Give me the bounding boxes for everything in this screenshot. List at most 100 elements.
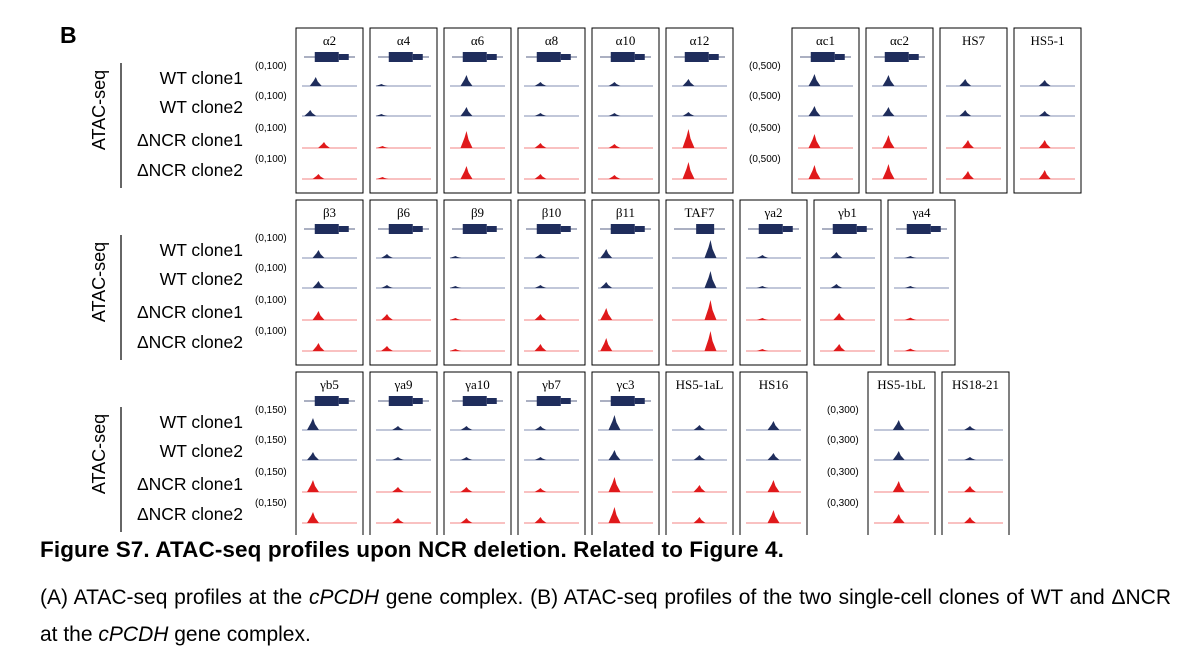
signal-peak: [682, 112, 695, 116]
signal-peak: [767, 510, 780, 523]
signal-peak: [959, 110, 972, 116]
signal-peak: [312, 281, 325, 288]
gene-model-exon: [810, 52, 835, 62]
signal-peak: [534, 314, 547, 320]
gene-model-exon: [930, 226, 941, 232]
gene-model-exon: [832, 224, 857, 234]
signal-peak: [830, 284, 843, 288]
signal-peak: [449, 349, 462, 351]
gene-label: γa9: [393, 377, 412, 392]
scale-label: (0,100): [255, 91, 287, 102]
gene-model-exon: [782, 226, 793, 232]
gene-label: HS7: [962, 33, 986, 48]
signal-peak: [307, 452, 319, 460]
gene-model-exon: [338, 398, 349, 404]
signal-peak: [307, 418, 319, 430]
track-panel: [295, 371, 364, 535]
signal-peak: [693, 455, 706, 460]
track-panel: [887, 199, 956, 366]
signal-peak: [1038, 80, 1051, 86]
track-panel: [369, 199, 438, 366]
track-panel: [591, 371, 660, 535]
signal-peak: [600, 308, 613, 320]
signal-peak: [962, 171, 974, 179]
gene-model-exon: [536, 224, 561, 234]
gene-label: α4: [397, 33, 411, 48]
track-panel: [941, 371, 1010, 535]
gene-label: α2: [323, 33, 336, 48]
signal-peak: [756, 349, 769, 351]
signal-peak: [449, 286, 462, 288]
signal-peak: [460, 131, 473, 148]
assay-label: ATAC-seq: [89, 242, 109, 322]
signal-peak: [833, 313, 846, 320]
gene-model-exon: [610, 52, 635, 62]
signal-peak: [608, 477, 621, 492]
signal-peak: [693, 485, 706, 492]
gene-model-exon: [412, 398, 423, 404]
signal-peak: [460, 487, 473, 492]
gene-model-exon: [314, 224, 339, 234]
signal-peak: [375, 84, 388, 86]
signal-peak: [904, 256, 917, 258]
gene-label: α12: [690, 33, 710, 48]
scale-label: (0,300): [827, 435, 859, 446]
gene-label: γa10: [464, 377, 490, 392]
scale-label: (0,300): [827, 405, 859, 416]
gene-label: γb7: [541, 377, 561, 392]
signal-peak: [600, 282, 613, 288]
gene-label: β10: [542, 205, 562, 220]
gene-model-exon: [388, 396, 413, 406]
signal-peak: [534, 344, 547, 351]
gene-model-exon: [536, 52, 561, 62]
signal-peak: [682, 129, 695, 148]
gene-model-exon: [338, 54, 349, 60]
track-label: ΔNCR clone2: [137, 504, 243, 524]
signal-peak: [693, 517, 706, 523]
signal-peak: [704, 271, 717, 288]
signal-peak: [608, 507, 621, 523]
gene-model-exon: [560, 398, 571, 404]
signal-peak: [808, 106, 821, 116]
signal-peak: [608, 82, 621, 86]
scale-label: (0,100): [255, 263, 287, 274]
track-panel: [865, 27, 934, 194]
signal-peak: [756, 255, 769, 258]
gene-label: HS5-1aL: [676, 377, 724, 392]
signal-peak: [882, 107, 895, 116]
signal-peak: [833, 344, 846, 351]
gene-label: β6: [397, 205, 411, 220]
signal-peak: [460, 426, 473, 430]
signal-peak: [312, 174, 325, 179]
signal-peak: [460, 107, 473, 116]
gene-label: β9: [471, 205, 484, 220]
signal-peak: [882, 164, 895, 179]
signal-peak: [959, 79, 972, 86]
signal-peak: [307, 480, 319, 492]
scale-label: (0,500): [749, 61, 781, 72]
gene-model-exon: [486, 54, 497, 60]
signal-peak: [962, 140, 974, 148]
gene-label: TAF7: [684, 205, 715, 220]
track-panel: [1013, 27, 1082, 194]
scale-label: (0,100): [255, 326, 287, 337]
track-label: WT clone1: [160, 68, 243, 88]
scale-label: (0,500): [749, 91, 781, 102]
track-panel: [591, 199, 660, 366]
signal-peak: [756, 318, 769, 320]
figure-panel-b: B ATAC-seq WT clone1 WT clone2 ΔNCR clone1 Δ…: [60, 22, 1082, 535]
signal-peak: [767, 480, 780, 492]
signal-peak: [704, 300, 717, 320]
gene-model-exon: [834, 54, 845, 60]
track-panel: [517, 199, 586, 366]
track-label: ΔNCR clone2: [137, 332, 243, 352]
signal-peak: [964, 457, 976, 460]
scale-label: (0,100): [255, 233, 287, 244]
scale-label: (0,300): [827, 467, 859, 478]
scale-label: (0,150): [255, 498, 287, 509]
track-label: ΔNCR clone1: [137, 130, 243, 150]
track-panel: [739, 199, 808, 366]
gene-model-exon: [634, 226, 645, 232]
signal-peak: [392, 487, 404, 492]
gene-model-exon: [536, 396, 561, 406]
